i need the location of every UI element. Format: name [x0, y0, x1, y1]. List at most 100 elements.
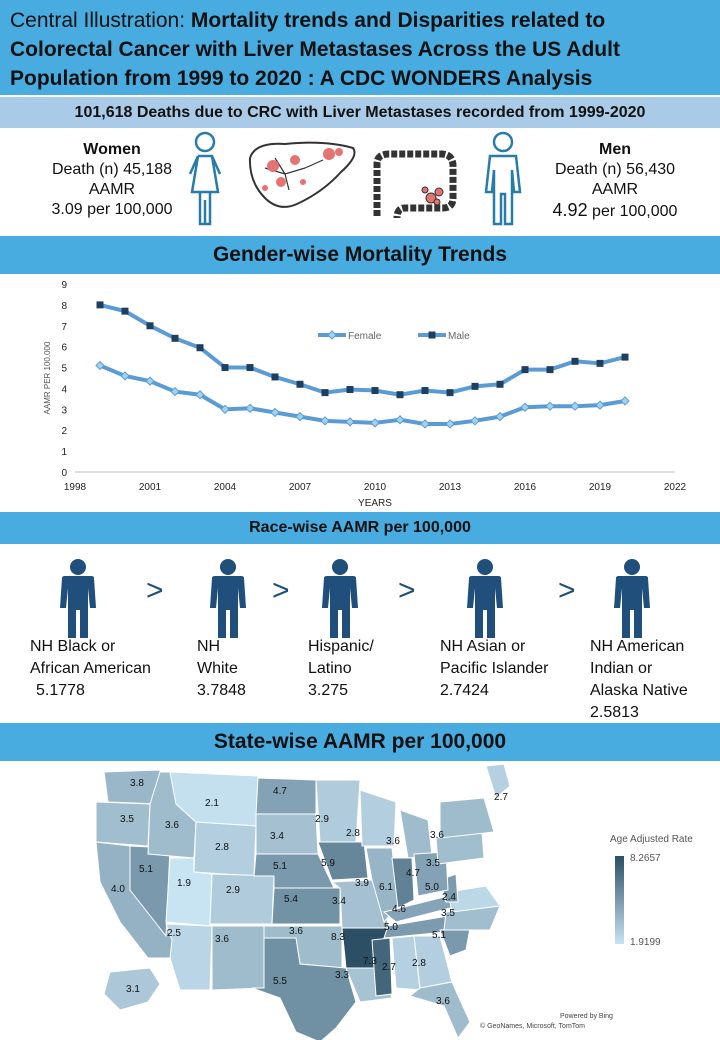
- state-value-label: 3.5: [120, 814, 134, 825]
- state-value-label: 3.5: [441, 908, 455, 919]
- race-label-line: NH American: [590, 638, 685, 655]
- legend-label: Male: [448, 331, 470, 342]
- race-group-label: NH Asian or Pacific Islander 2.7424: [440, 636, 549, 702]
- x-tick-label: 2007: [289, 482, 312, 493]
- race-label-line: Alaska Native: [590, 682, 688, 699]
- state-aamr-banner: State-wise AAMR per 100,000: [0, 723, 720, 761]
- man-icon: [484, 131, 522, 226]
- data-point: [496, 380, 504, 388]
- data-point: [371, 387, 379, 395]
- data-point: [221, 364, 229, 372]
- state-aamr-heading: State-wise AAMR per 100,000: [213, 730, 507, 753]
- x-tick-label: 2001: [139, 482, 162, 493]
- state-value-label: 3.5: [426, 858, 440, 869]
- women-stats: Women Death (n) 45,188 AAMR 3.09 per 100…: [42, 140, 182, 220]
- data-point: [470, 416, 480, 426]
- data-point: [270, 407, 280, 418]
- person-icon: [614, 559, 650, 638]
- state-sd: [255, 813, 319, 855]
- data-point: [346, 385, 354, 393]
- state-value-label: 5.9: [321, 858, 335, 869]
- race-group-label: NH White 3.7848: [197, 636, 246, 702]
- men-aamr-value: 4.92 per 100,000: [552, 200, 678, 220]
- state-value-label: 3.6: [430, 830, 444, 841]
- state-value-label: 3.6: [215, 934, 229, 945]
- gender-trend-chart: 1998 2001 2004 2007 2010 2013 2016 2019 2022 0 1 2 3…: [43, 280, 687, 509]
- x-tick-label: 2022: [664, 482, 687, 493]
- race-label-line: NH Black or: [30, 638, 116, 655]
- y-tick-label: 9: [61, 280, 67, 291]
- deaths-banner-text: 101,618 Deaths due to CRC with Liver Met…: [74, 104, 646, 121]
- race-label-line: White: [197, 660, 238, 677]
- race-aamr-value: 3.275: [308, 682, 349, 699]
- y-tick-label: 5: [61, 364, 67, 375]
- y-tick-label: 8: [61, 301, 67, 312]
- data-point: [570, 401, 580, 411]
- x-tick-label: 2010: [364, 482, 387, 493]
- state-value-label: 2.8: [346, 828, 360, 839]
- data-point: [195, 390, 205, 400]
- women-aamr-label: AAMR: [88, 181, 136, 198]
- data-point: [145, 376, 155, 386]
- data-point: [421, 387, 429, 395]
- men-heading: Men: [599, 141, 631, 158]
- race-aamr-heading: Race-wise AAMR per 100,000: [249, 519, 471, 536]
- state-value-label: 5.5: [273, 976, 287, 987]
- title-lead: Central Illustration:: [10, 9, 191, 32]
- state-wi: [359, 789, 397, 847]
- greater-than-symbol: >: [558, 574, 576, 607]
- y-tick-label: 2: [61, 426, 67, 437]
- state-value-label: 3.6: [165, 820, 179, 831]
- person-icon: [210, 559, 246, 638]
- colon-icon: [373, 150, 457, 219]
- liver-icon: [248, 141, 356, 208]
- state-value-label: 3.3: [335, 970, 349, 981]
- state-me: [485, 763, 511, 799]
- data-point: [620, 396, 630, 406]
- data-point: [321, 389, 329, 397]
- data-point: [146, 322, 154, 330]
- state-tx: [251, 937, 357, 1040]
- person-icon: [60, 559, 96, 638]
- state-in: [391, 857, 415, 909]
- y-tick-label: 1: [61, 447, 67, 458]
- state-value-label: 3.1: [126, 984, 140, 995]
- state-value-label: 5.0: [425, 882, 439, 893]
- deaths-banner: 101,618 Deaths due to CRC with Liver Met…: [0, 97, 720, 128]
- data-point: [471, 382, 479, 390]
- gender-trends-banner: Gender-wise Mortality Trends: [0, 236, 720, 274]
- y-tick-label: 7: [61, 322, 67, 333]
- state-value-label: 8.3: [331, 932, 345, 943]
- series-line-female: [99, 363, 626, 426]
- data-point: [320, 416, 330, 426]
- state-value-label: 4.7: [406, 868, 420, 879]
- state-value-label: 3.6: [386, 836, 400, 847]
- women-aamr-value: 3.09 per 100,000: [51, 201, 173, 218]
- men-stats: Men Death (n) 56,430 AAMR 4.92 per 100,0…: [540, 140, 690, 222]
- data-point: [246, 364, 254, 372]
- greater-than-symbol: >: [398, 574, 416, 607]
- state-value-label: 5.0: [384, 922, 398, 933]
- data-point: [521, 366, 529, 374]
- state-value-label: 3.8: [130, 778, 144, 789]
- map-legend-min: 1.9199: [630, 937, 661, 948]
- race-label-line: Latino: [308, 660, 352, 677]
- state-fl: [408, 981, 471, 1039]
- data-point: [545, 401, 555, 411]
- state-ks: [271, 887, 341, 925]
- state-value-label: 2.5: [167, 928, 181, 939]
- y-tick-label: 4: [61, 384, 67, 395]
- data-point: [420, 419, 430, 429]
- data-point: [295, 411, 305, 422]
- state-value-label: 2.1: [205, 798, 219, 809]
- data-point: [395, 415, 405, 425]
- state-value-label: 1.9: [177, 878, 191, 889]
- state-value-label: 6.1: [379, 882, 393, 893]
- women-deaths: Death (n) 45,188: [51, 161, 173, 178]
- women-heading: Women: [83, 141, 141, 158]
- page-title: Central Illustration: Mortality trends a…: [10, 6, 710, 93]
- data-point: [171, 334, 179, 342]
- state-value-label: 4.7: [273, 786, 287, 797]
- y-tick-label: 6: [61, 343, 67, 354]
- state-value-label: 2.9: [315, 814, 329, 825]
